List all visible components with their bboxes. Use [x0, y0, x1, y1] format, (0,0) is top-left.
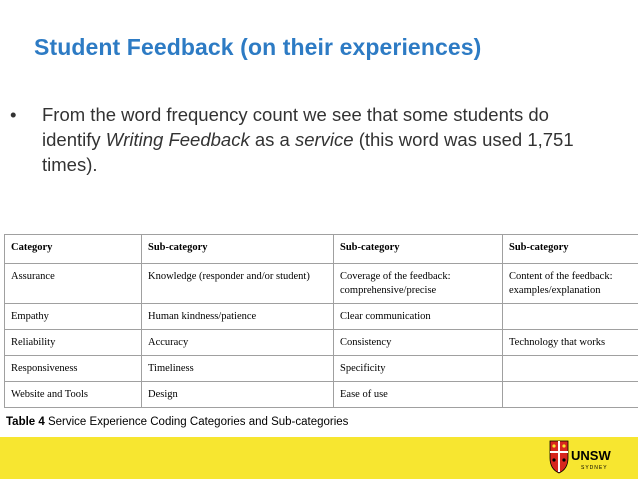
table-cell: Assurance — [4, 263, 142, 304]
bullet-text-part-2: as a — [249, 129, 295, 150]
bullet-italic-writing-feedback: Writing Feedback — [105, 129, 250, 150]
table-cell: Knowledge (responder and/or student) — [141, 263, 334, 304]
crest-icon — [549, 440, 569, 474]
footer-bar — [0, 437, 638, 479]
table-cell: Design — [141, 381, 334, 408]
table-header-category: Category — [4, 234, 142, 264]
coding-categories-table: Category Sub-category Sub-category Sub-c… — [4, 234, 638, 408]
table-row: Empathy Human kindness/patience Clear co… — [4, 303, 638, 330]
table-cell: Reliability — [4, 329, 142, 356]
table-cell: Empathy — [4, 303, 142, 330]
table-header-subcategory-3: Sub-category — [502, 234, 638, 264]
table-cell: Specificity — [333, 355, 503, 382]
table-header-subcategory-2: Sub-category — [333, 234, 503, 264]
table-caption-label: Table 4 — [6, 416, 45, 428]
table-cell: Human kindness/patience — [141, 303, 334, 330]
bullet-text-part-1: From the word frequency count we see tha… — [42, 104, 549, 150]
bullet-marker: • — [10, 104, 17, 125]
table-cell: Responsiveness — [4, 355, 142, 382]
table-row: Reliability Accuracy Consistency Technol… — [4, 329, 638, 356]
table-cell: Website and Tools — [4, 381, 142, 408]
slide-title: Student Feedback (on their experiences) — [34, 34, 482, 60]
logo-wordmark: UNSW — [571, 448, 611, 463]
bullet-italic-service: service — [294, 129, 354, 150]
table-cell: Accuracy — [141, 329, 334, 356]
table-row: Responsiveness Timeliness Specificity — [4, 355, 638, 382]
unsw-logo: UNSW SYDNEY — [549, 440, 611, 474]
table-cell — [502, 355, 638, 382]
table-row: Website and Tools Design Ease of use — [4, 381, 638, 408]
table-cell — [502, 303, 638, 330]
table-cell: Content of the feedback: examples/explan… — [502, 263, 638, 304]
table-cell: Timeliness — [141, 355, 334, 382]
table-cell: Ease of use — [333, 381, 503, 408]
table-cell — [502, 381, 638, 408]
bullet-text-part-3: (this word was used 1,751 times). — [42, 129, 574, 175]
table-cell: Coverage of the feedback: comprehensive/… — [333, 263, 503, 304]
table-header-row: Category Sub-category Sub-category Sub-c… — [4, 234, 638, 264]
table-cell: Technology that works — [502, 329, 638, 356]
table-header-subcategory-1: Sub-category — [141, 234, 334, 264]
logo-subtext: SYDNEY — [581, 465, 608, 471]
table-cell: Consistency — [333, 329, 503, 356]
table-caption-text: Service Experience Coding Categories and… — [44, 416, 349, 428]
table-caption: Table 4 Service Experience Coding Catego… — [6, 416, 348, 428]
bullet-text: From the word frequency count we see tha… — [42, 102, 602, 177]
table-row: Assurance Knowledge (responder and/or st… — [4, 263, 638, 304]
table-cell: Clear communication — [333, 303, 503, 330]
